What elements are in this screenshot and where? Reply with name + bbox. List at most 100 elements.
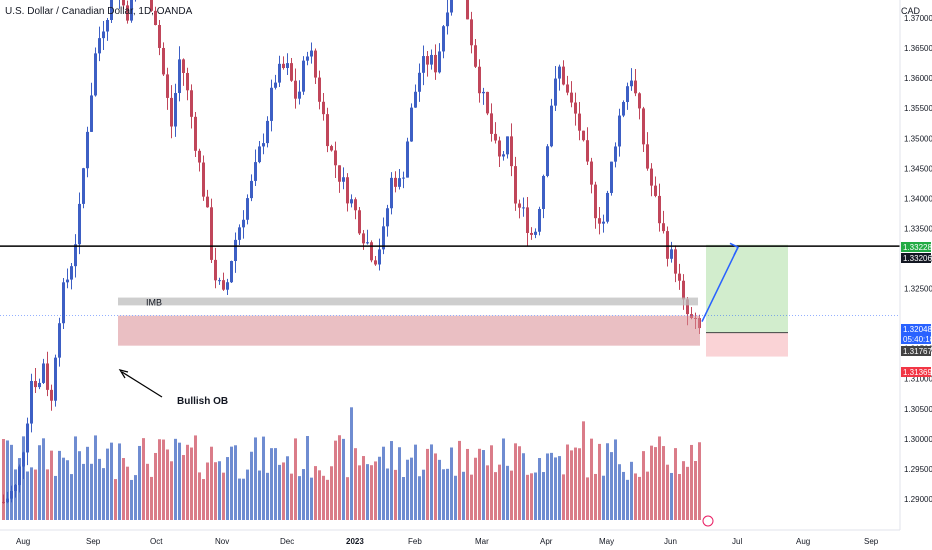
candle-body [434, 54, 437, 73]
volume-bar [614, 439, 617, 520]
candle-body [286, 63, 289, 69]
candle-body [362, 233, 365, 244]
volume-bar [42, 438, 45, 520]
price-label: 1.31369 [903, 368, 932, 377]
volume-bar [270, 448, 273, 520]
candle-body [358, 210, 361, 234]
candle-body [526, 207, 529, 233]
volume-bar [314, 466, 317, 520]
candle-body [2, 501, 5, 503]
volume-bar [54, 475, 57, 520]
candle-body [354, 199, 357, 211]
candle-body [530, 232, 533, 235]
x-tick-label: Sep [864, 537, 879, 546]
candle-body [262, 143, 265, 147]
x-tick-label: Jul [732, 537, 742, 546]
candle-body [6, 498, 9, 503]
candle-body [494, 133, 497, 141]
candle-body [510, 136, 513, 167]
candle-body [582, 130, 585, 141]
order-block-zone [118, 315, 700, 346]
candle-body [246, 198, 249, 220]
volume-bar [394, 469, 397, 520]
volume-bar [690, 444, 693, 520]
candle-body [250, 180, 253, 199]
volume-bar [202, 479, 205, 520]
x-tick-label: 2023 [346, 537, 364, 546]
volume-bar [66, 460, 69, 520]
volume-bar [346, 477, 349, 520]
candle-body [614, 146, 617, 162]
candle-body [234, 239, 237, 261]
candle-body [254, 162, 257, 181]
volume-bar [554, 457, 557, 520]
volume-bar [494, 472, 497, 520]
volume-bar [574, 447, 577, 520]
candle-body [662, 223, 665, 232]
price-label-bg [901, 253, 931, 263]
volume-bar [542, 472, 545, 520]
candle-body [274, 82, 277, 88]
volume-bar [106, 448, 109, 520]
y-tick-label: 1.30500 [904, 405, 932, 414]
candle-body [658, 195, 661, 224]
candle-body [438, 51, 441, 73]
volume-bar [226, 457, 229, 520]
candle-body [102, 31, 105, 39]
y-tick-label: 1.29000 [904, 495, 932, 504]
candle-body [422, 56, 425, 73]
candle-body [154, 10, 157, 26]
volume-bar [190, 447, 193, 520]
candle-body [322, 101, 325, 115]
candle-body [202, 162, 205, 197]
volume-bar [666, 464, 669, 520]
volume-bar [558, 456, 561, 520]
volume-bar [586, 477, 589, 520]
candle-body [674, 249, 677, 274]
volume-bar [198, 472, 201, 520]
volume-bar [510, 470, 513, 520]
volume-bar [450, 447, 453, 520]
candle-body [610, 161, 613, 193]
candle-body [382, 226, 385, 250]
candle-body [126, 5, 129, 21]
candle-body [570, 92, 573, 103]
volume-bar [546, 453, 549, 520]
price-label-bg [901, 324, 931, 334]
candle-body [366, 242, 369, 244]
volume-bar [398, 447, 401, 520]
x-tick-label: May [599, 537, 614, 546]
volume-bar [522, 453, 525, 520]
volume-bar [134, 475, 137, 520]
candle-body [38, 382, 41, 388]
candle-body [418, 72, 421, 92]
y-tick-label: 1.35000 [904, 134, 932, 143]
candle-body [110, 0, 113, 21]
candle-body [290, 63, 293, 81]
volume-bar [118, 443, 121, 520]
candle-body [62, 282, 65, 324]
volume-bar [622, 471, 625, 520]
volume-bar [382, 446, 385, 520]
candle-body [266, 120, 269, 144]
x-axis-bg [0, 530, 932, 550]
volume-bar [70, 474, 73, 520]
candle-body [34, 380, 37, 388]
volume-bar [286, 456, 289, 520]
volume-bar [406, 459, 409, 520]
volume-bar [630, 461, 633, 520]
candle-body [90, 95, 93, 132]
price-label-bg [901, 242, 931, 252]
volume-bar [490, 445, 493, 520]
imb-label: IMB [146, 298, 162, 308]
candle-body [130, 0, 133, 21]
volume-bar [350, 407, 353, 520]
candle-body [282, 63, 285, 69]
volume-bar [618, 464, 621, 520]
event-icon [702, 515, 714, 527]
candle-body [334, 150, 337, 166]
volume-bar [130, 479, 133, 520]
candle-body [210, 207, 213, 260]
